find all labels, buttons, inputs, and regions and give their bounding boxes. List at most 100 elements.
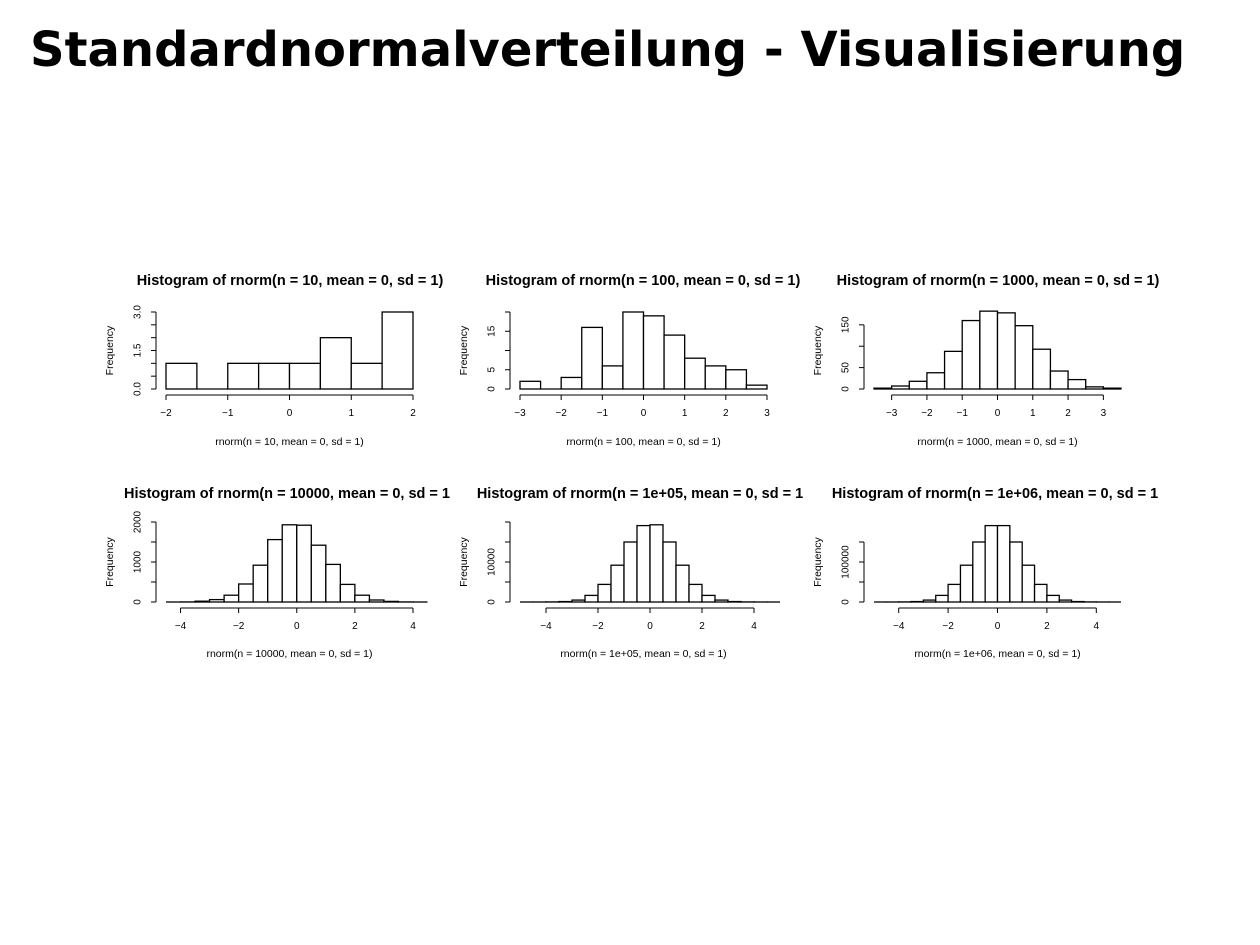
histogram-bar	[701, 594, 716, 603]
histogram-bar	[961, 319, 981, 390]
histogram-bar	[1058, 599, 1073, 603]
histogram-bar	[1046, 594, 1060, 603]
x-tick-label: −1	[222, 408, 234, 419]
y-tick-label: 10000	[487, 548, 498, 576]
x-tick-label: 0	[641, 408, 647, 419]
y-axis-label: Frequency	[458, 325, 470, 375]
histogram-bar	[610, 564, 625, 603]
histogram-bar	[1009, 541, 1023, 603]
y-tick-label: 1000	[133, 550, 144, 573]
y-tick-label: 0.0	[133, 382, 144, 396]
x-tick-label: 4	[410, 621, 416, 632]
histogram-bar	[684, 357, 706, 390]
x-tick-label: −1	[597, 408, 609, 419]
histogram-bar	[996, 524, 1011, 603]
x-tick-label: −3	[886, 408, 898, 419]
x-tick-label: 0	[287, 408, 293, 419]
histogram-bar	[381, 311, 414, 390]
histogram-bar	[354, 594, 371, 603]
histogram-bar	[288, 362, 322, 390]
histogram-bar	[310, 544, 327, 603]
histogram-bar	[984, 524, 999, 603]
x-tick-label: 1	[1030, 408, 1036, 419]
histogram-bar	[383, 600, 400, 603]
plot-title: Histogram of rnorm(n = 1e+05, mean = 0, …	[477, 486, 803, 502]
histogram-bar	[663, 334, 686, 390]
histogram-bar	[622, 311, 645, 390]
histogram-bar	[584, 594, 599, 603]
histogram-bar	[947, 583, 962, 603]
histogram-bar	[350, 362, 383, 390]
histogram-bar	[935, 594, 949, 603]
x-tick-label: 2	[1044, 621, 1050, 632]
y-tick-label: 0	[487, 386, 498, 392]
histogram-bar	[1032, 348, 1052, 390]
y-tick-label: 0	[133, 599, 144, 605]
histogram-bar	[959, 564, 974, 603]
histogram-bar	[223, 594, 240, 603]
histogram-bar	[1014, 325, 1034, 390]
histogram-bar	[325, 563, 342, 603]
histogram-bar	[519, 380, 542, 390]
y-tick-label: 100000	[841, 545, 852, 579]
histogram-bar	[257, 362, 291, 390]
histogram-bar	[1049, 370, 1069, 390]
x-tick-label: 0	[294, 621, 300, 632]
histogram-bar	[368, 599, 385, 603]
y-axis-label: Frequency	[812, 325, 824, 375]
y-tick-label: 5	[487, 367, 498, 373]
x-tick-label: 3	[1101, 408, 1107, 419]
x-tick-label: 1	[682, 408, 688, 419]
histogram-bar	[252, 564, 269, 603]
histogram-bar	[1033, 583, 1048, 603]
x-tick-label: 4	[751, 621, 757, 632]
x-axis-label: rnorm(n = 10000, mean = 0, sd = 1)	[206, 648, 372, 660]
x-tick-label: 0	[995, 621, 1001, 632]
histogram-bar	[922, 599, 937, 603]
plot-title: Histogram of rnorm(n = 10, mean = 0, sd …	[137, 273, 444, 289]
y-tick-label: 0	[487, 599, 498, 605]
histogram-bar	[571, 599, 586, 603]
histogram-bar	[943, 350, 963, 390]
x-tick-label: 0	[647, 621, 653, 632]
y-tick-label: 50	[841, 362, 852, 374]
histogram-bar	[688, 583, 703, 603]
slide-title: Standardnormalverteilung - Visualisierun…	[30, 22, 1186, 78]
histogram-bar	[601, 365, 624, 390]
y-axis-label: Frequency	[458, 536, 470, 586]
x-tick-label: 2	[723, 408, 729, 419]
y-tick-label: 0	[841, 599, 852, 605]
plot-title: Histogram of rnorm(n = 10000, mean = 0, …	[124, 486, 450, 502]
histogram-bar	[1085, 386, 1105, 390]
x-tick-label: −2	[921, 408, 933, 419]
x-tick-label: 2	[1065, 408, 1071, 419]
histogram-bar	[649, 524, 664, 603]
histogram-bar	[908, 380, 928, 390]
x-tick-label: −2	[160, 408, 172, 419]
x-tick-label: −3	[514, 408, 526, 419]
plot-title: Histogram of rnorm(n = 1000, mean = 0, s…	[837, 273, 1160, 289]
x-tick-label: 2	[352, 621, 358, 632]
histogram-bar	[227, 362, 260, 390]
histogram-bar	[745, 384, 768, 390]
x-tick-label: −4	[893, 621, 905, 632]
plot-title: Histogram of rnorm(n = 1e+06, mean = 0, …	[832, 486, 1158, 502]
histogram-panel-4: Histogram of rnorm(n = 10000, mean = 0, …	[104, 486, 450, 660]
x-tick-label: 4	[1094, 621, 1100, 632]
histogram-bar	[281, 524, 298, 603]
x-tick-label: 2	[410, 408, 416, 419]
histogram-bar	[319, 337, 352, 390]
histogram-panel-5: Histogram of rnorm(n = 1e+05, mean = 0, …	[458, 486, 803, 660]
y-axis-label: Frequency	[104, 536, 116, 586]
x-axis-label: rnorm(n = 1e+05, mean = 0, sd = 1)	[560, 648, 726, 660]
x-tick-label: −2	[942, 621, 954, 632]
histogram-bar	[972, 541, 986, 603]
x-tick-label: −2	[233, 621, 245, 632]
histogram-bar	[597, 583, 612, 603]
y-tick-label: 150	[841, 316, 852, 333]
x-tick-label: −2	[555, 408, 567, 419]
histogram-bar	[873, 387, 893, 390]
histogram-bar	[704, 365, 727, 390]
histogram-bar	[714, 599, 729, 603]
